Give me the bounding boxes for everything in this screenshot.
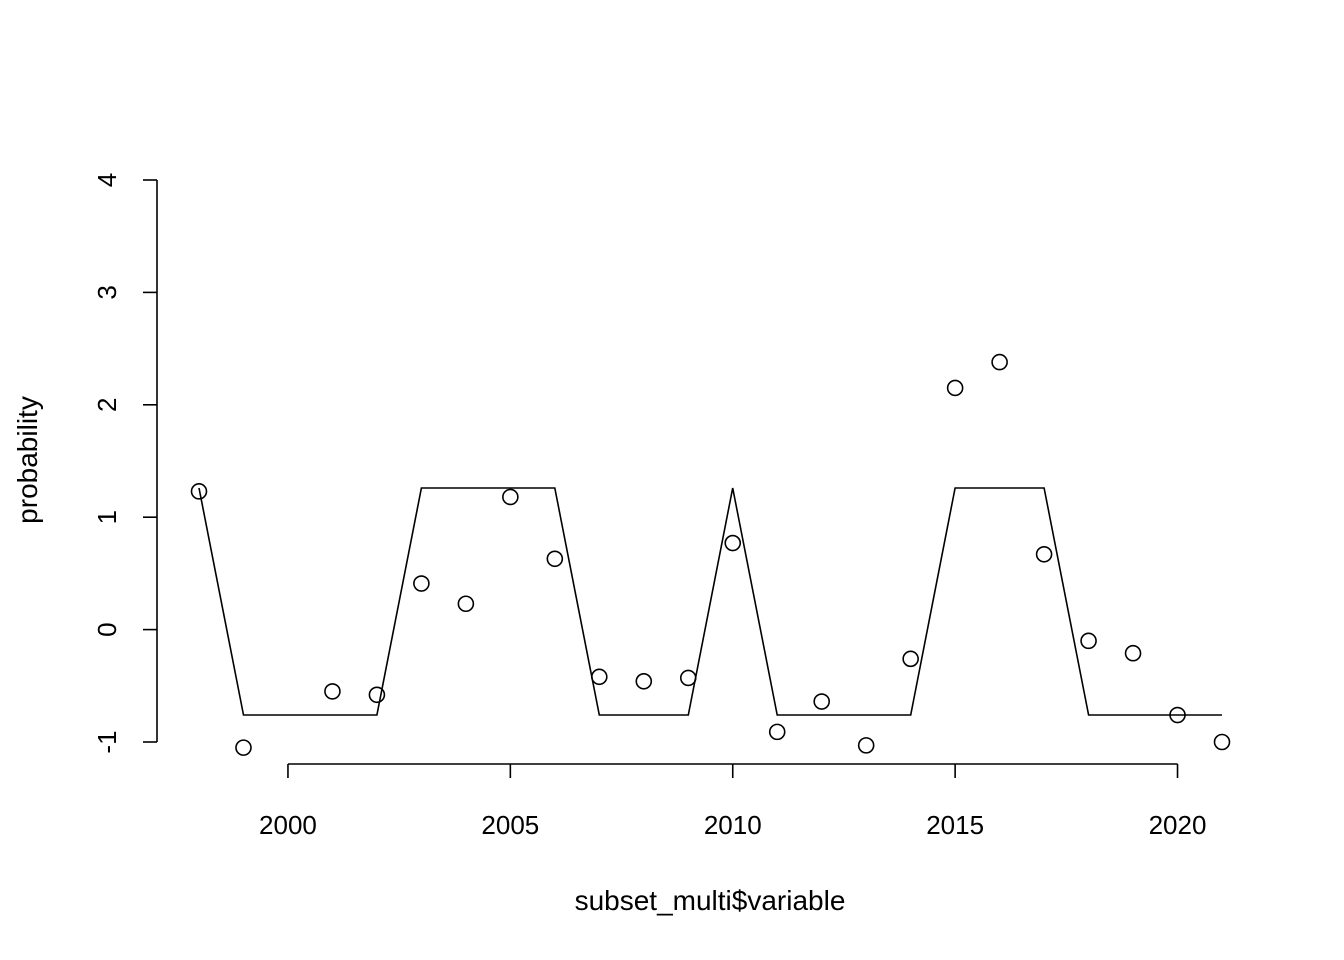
- data-point: [1169, 706, 1186, 724]
- x-tick-label: 2015: [926, 810, 984, 840]
- data-point: [946, 379, 964, 397]
- data-point: [635, 673, 653, 690]
- x-axis-title: subset_multi$variable: [575, 885, 846, 916]
- data-point: [591, 668, 608, 686]
- x-tick-label: 2000: [259, 810, 317, 840]
- y-tick-label: 4: [92, 173, 122, 187]
- data-point: [857, 737, 875, 754]
- data-point: [190, 483, 208, 500]
- data-points: [190, 353, 1231, 756]
- data-point: [991, 353, 1008, 371]
- data-point: [1080, 632, 1097, 650]
- y-axis: -1 0 1 2 3 4: [92, 173, 158, 754]
- data-point: [413, 575, 430, 592]
- data-point: [679, 669, 697, 687]
- data-point: [813, 693, 830, 710]
- data-point: [546, 550, 564, 568]
- y-tick-label: -1: [92, 730, 122, 753]
- x-tick-label: 2005: [481, 810, 539, 840]
- y-tick-label: 0: [92, 622, 122, 636]
- data-point: [457, 595, 475, 613]
- y-tick-label: 1: [92, 510, 122, 524]
- y-axis-title: probability: [12, 396, 43, 524]
- data-point: [1124, 644, 1142, 662]
- data-point: [768, 723, 786, 741]
- fitted-line-path: [198, 487, 1222, 716]
- data-point: [902, 650, 919, 668]
- data-point: [368, 686, 386, 704]
- y-tick-label: 2: [92, 398, 122, 412]
- y-tick-label: 3: [92, 285, 122, 299]
- x-axis: 2000 2005 2010 2015 2020: [259, 763, 1207, 840]
- data-point: [1035, 545, 1053, 563]
- x-tick-label: 2020: [1149, 810, 1207, 840]
- data-point: [502, 488, 519, 506]
- x-tick-label: 2010: [704, 810, 762, 840]
- data-point: [235, 739, 252, 756]
- fitted-line: [198, 487, 1222, 716]
- data-point: [1213, 733, 1231, 751]
- data-point: [724, 534, 742, 552]
- data-point: [324, 683, 341, 700]
